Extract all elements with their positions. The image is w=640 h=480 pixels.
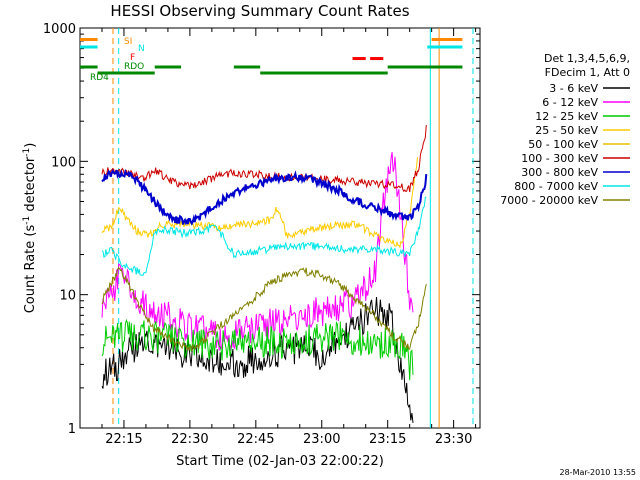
y-tick-label: 10 [59,289,76,304]
x-tick-label: 23:00 [303,432,340,447]
flag-label-n: N [138,44,145,54]
flag-label-f: F [130,53,135,63]
timestamp: 28-Mar-2010 13:55 [560,468,637,477]
legend-item-label: 7000 - 20000 keV [500,194,598,207]
legend-item-label: 100 - 300 keV [521,152,598,165]
y-axis-label-sup2: -1 [22,148,32,157]
y-tick-label: 100 [51,155,76,170]
chart-title: HESSI Observing Summary Count Rates [110,2,409,20]
legend-header-line2: FDecim 1, Att 0 [545,66,630,79]
y-axis-label-sup1: -1 [22,216,32,225]
x-ticks: 22:15 22:30 22:45 23:00 23:15 23:30 [79,28,477,447]
y-ticks: 1 10 100 1000 [43,22,480,437]
x-tick-label: 22:30 [171,432,208,447]
flag-label-rd4: RD4 [90,73,109,83]
series-lines [101,125,428,423]
legend-item-label: 12 - 25 keV [535,110,598,123]
plot-area-border [79,27,481,429]
y-tick-label: 1 [68,422,76,437]
y-axis-label: Count Rate (s-1 detector-1) [22,143,38,314]
legend-item-label: 25 - 50 keV [535,124,598,137]
series-line-3 [101,157,418,249]
y-axis-label-main: Count Rate (s [23,225,38,314]
x-tick-label: 23:15 [369,432,406,447]
flag-label-si: SI [124,37,132,47]
legend-item-label: 800 - 7000 keV [514,180,598,193]
series-line-4 [101,125,427,193]
series-line-0 [101,296,414,423]
y-axis-label-end: ) [23,143,38,148]
x-tick-label: 22:15 [105,432,142,447]
series-line-1 [101,151,414,351]
legend-item-label: 6 - 12 keV [542,96,598,109]
series-line-6 [101,196,427,277]
legend-item-label: 300 - 800 keV [521,166,598,179]
y-tick-label: 1000 [43,22,76,37]
x-tick-label: 23:30 [435,432,472,447]
series-line-7 [101,266,427,352]
flag-label-rdo: RDO [124,62,144,72]
series-line-2 [101,318,414,381]
y-axis-label-mid: detector [23,156,38,216]
x-axis-label: Start Time (02-Jan-03 22:00:22) [176,454,384,469]
legend-header-line1: Det 1,3,4,5,6,9, [544,52,630,65]
series-line-5 [101,168,428,226]
x-tick-label: 22:45 [237,432,274,447]
legend: Det 1,3,4,5,6,9, FDecim 1, Att 0 3 - 6 k… [500,52,630,207]
legend-item-label: 3 - 6 keV [549,82,598,95]
legend-item-label: 50 - 100 keV [528,138,598,151]
